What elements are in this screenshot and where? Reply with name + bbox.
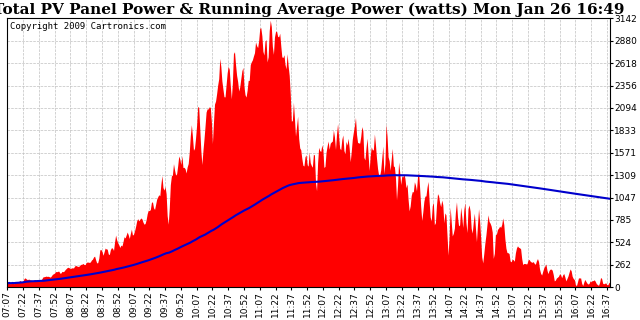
Text: Copyright 2009 Cartronics.com: Copyright 2009 Cartronics.com [10, 22, 166, 31]
Title: Total PV Panel Power & Running Average Power (watts) Mon Jan 26 16:49: Total PV Panel Power & Running Average P… [0, 3, 625, 17]
